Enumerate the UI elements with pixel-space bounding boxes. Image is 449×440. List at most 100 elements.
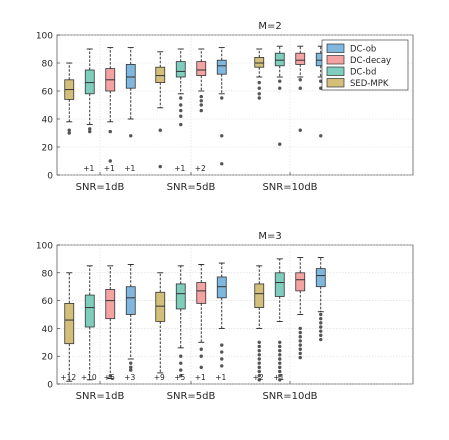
outlier-point (278, 348, 282, 353)
outlier-point (129, 134, 133, 138)
outlier-point (199, 103, 203, 107)
outlier-count-label: +3 (124, 373, 135, 382)
outlier-point (319, 79, 323, 83)
outlier-point (278, 378, 282, 382)
outlier-point (108, 373, 112, 378)
outlier-point (129, 365, 133, 370)
outlier-point (88, 127, 92, 131)
box-sed-mpk (254, 48, 265, 100)
outlier-point (220, 350, 224, 354)
x-tick-label: SNR=10dB (262, 182, 317, 193)
subplot-m2: 0 20 40 60 80 100 SNR=1dB +1 +1 +1 SNR=5dB +1 +2 SNR=… (36, 21, 414, 193)
outlier-point (278, 344, 282, 349)
outlier-count-label: +2 (253, 373, 264, 382)
outlier-point (108, 129, 112, 134)
box-body (155, 291, 166, 322)
outlier-point (108, 159, 112, 163)
y-tick-label: 60 (42, 297, 54, 307)
outlier-point (257, 96, 261, 100)
outlier-point (257, 373, 261, 378)
box-sed-mpk (64, 62, 75, 135)
legend-label: DC-bd (350, 68, 376, 78)
outlier-point (278, 353, 282, 357)
outlier-point (179, 354, 183, 358)
outlier-point (257, 378, 261, 382)
outlier-point (298, 343, 302, 347)
box-dc-decay: +6 (104, 265, 116, 382)
y-tick-label: 100 (36, 32, 53, 42)
y-tick-label: 60 (42, 88, 54, 98)
outlier-point (278, 361, 282, 365)
outlier-point (179, 368, 183, 372)
outlier-count-label: +5 (174, 373, 185, 382)
x-tick-label: SNR=5dB (167, 182, 216, 193)
outlier-count-label: +6 (104, 373, 115, 382)
box-body (274, 272, 285, 297)
box-dc-bd: +1 (83, 48, 95, 173)
subplot-m3: 0 20 40 60 80 100 SNR=1dB+12 +10 +6 +3 SNR=5dB+9 +5… (36, 231, 414, 402)
box-sed-mpk: +12 (60, 272, 76, 382)
box-dc-bd (274, 45, 285, 146)
outlier-point (278, 79, 282, 83)
legend-swatch (326, 78, 345, 88)
outlier-point (129, 361, 133, 365)
outlier-count-label: +1 (124, 164, 135, 173)
outlier-point (179, 122, 183, 127)
x-tick-label: SNR=1dB (76, 391, 125, 402)
outlier-point (298, 78, 302, 82)
y-tick-label: 40 (42, 325, 54, 335)
outlier-point (88, 129, 92, 134)
outlier-point (199, 108, 203, 113)
outlier-count-label: +1 (83, 164, 94, 173)
outlier-count-label: +2 (195, 164, 206, 173)
box-dc-bd: +1 (273, 258, 285, 382)
box-body (125, 64, 136, 89)
box-dc-ob: +3 (124, 264, 136, 382)
outlier-count-label: +9 (154, 373, 165, 382)
outlier-point (179, 103, 183, 107)
outlier-point (319, 325, 323, 329)
outlier-point (220, 162, 224, 166)
outlier-point (257, 92, 261, 96)
outlier-point (179, 108, 183, 113)
outlier-point (298, 128, 302, 132)
box-body (196, 282, 207, 304)
x-tick-label: SNR=1dB (76, 182, 125, 193)
outlier-point (278, 357, 282, 361)
outlier-point (257, 80, 261, 85)
box-dc-ob (315, 257, 326, 342)
box-body (274, 52, 285, 67)
outlier-point (179, 114, 183, 118)
chart-title: M=2 (258, 21, 281, 32)
outlier-point (298, 355, 302, 360)
outlier-point (319, 321, 323, 325)
legend-label: SED-MPK (350, 79, 389, 89)
outlier-count-label: +1 (104, 164, 115, 173)
outlier-point (67, 131, 71, 135)
outlier-point (257, 365, 261, 370)
box-body (84, 294, 95, 328)
outlier-point (278, 373, 282, 378)
box-dc-decay: +1 (104, 47, 116, 173)
outlier-point (220, 134, 224, 138)
box-sed-mpk: +2 (253, 265, 265, 382)
box-body (315, 268, 326, 288)
outlier-point (220, 357, 224, 361)
box-body (254, 283, 265, 308)
box-body (175, 283, 186, 310)
y-tick-label: 40 (42, 116, 54, 126)
y-tick-label: 80 (42, 60, 54, 70)
box-sed-mpk: +9 (154, 272, 166, 382)
legend-swatch (326, 43, 345, 53)
legend-swatch (326, 66, 345, 76)
box-body (155, 66, 166, 83)
y-tick-label: 80 (42, 269, 54, 279)
outlier-point (298, 335, 302, 339)
box-body (216, 59, 227, 75)
outlier-point (67, 128, 71, 132)
outlier-point (298, 347, 302, 351)
outlier-point (179, 373, 183, 378)
box-body (295, 52, 306, 65)
outlier-point (298, 339, 302, 343)
